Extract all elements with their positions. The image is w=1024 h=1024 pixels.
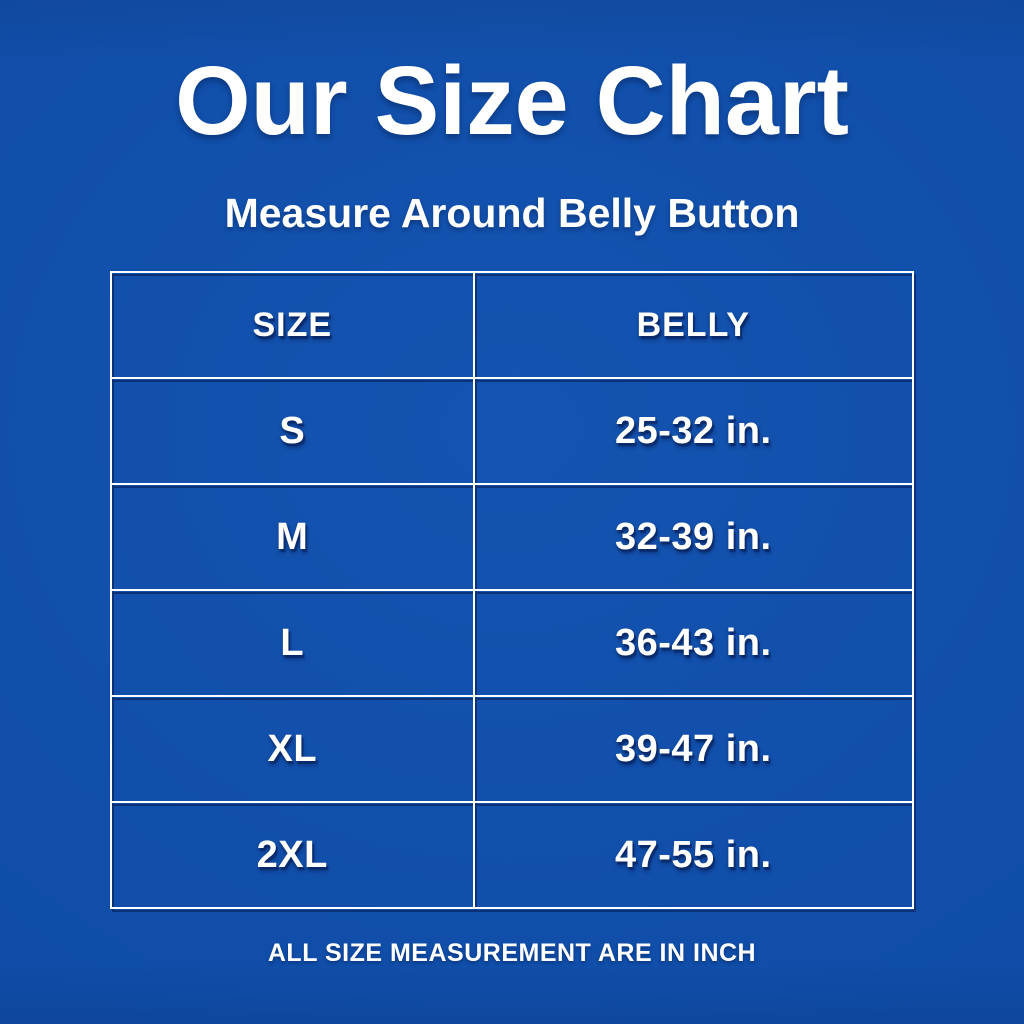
size-cell: L <box>110 589 475 697</box>
table-row: S 25-32 in. <box>110 377 914 485</box>
size-table: SIZE BELLY S 25-32 in. M 32-39 in. L 36-… <box>110 271 914 909</box>
belly-cell: 36-43 in. <box>472 589 914 697</box>
page-subtitle: Measure Around Belly Button <box>224 190 800 236</box>
size-cell: XL <box>110 695 475 803</box>
header-row: SIZE BELLY <box>110 271 914 379</box>
table-row: M 32-39 in. <box>110 483 914 591</box>
belly-cell: 39-47 in. <box>472 695 914 803</box>
size-table-body: S 25-32 in. M 32-39 in. L 36-43 in. XL 3… <box>110 377 914 909</box>
belly-cell: 47-55 in. <box>472 801 914 909</box>
column-header-belly: BELLY <box>472 271 914 379</box>
table-row: L 36-43 in. <box>110 589 914 697</box>
footer-note: ALL SIZE MEASUREMENT ARE IN INCH <box>267 939 757 967</box>
page-title: Our Size Chart <box>175 46 849 155</box>
size-table-header: SIZE BELLY <box>110 271 914 379</box>
size-cell: S <box>110 377 475 485</box>
size-cell: M <box>110 483 475 591</box>
table-row: XL 39-47 in. <box>110 695 914 803</box>
belly-cell: 25-32 in. <box>472 377 914 485</box>
column-header-size: SIZE <box>110 271 475 379</box>
size-cell: 2XL <box>110 801 475 909</box>
table-row: 2XL 47-55 in. <box>110 801 914 909</box>
belly-cell: 32-39 in. <box>472 483 914 591</box>
